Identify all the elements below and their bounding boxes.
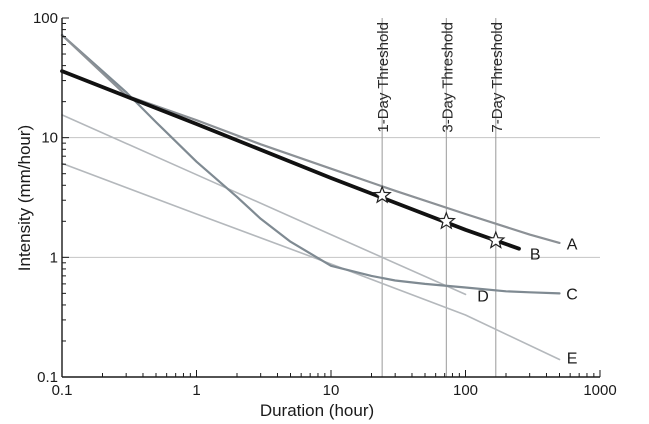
threshold-star-marker	[372, 185, 392, 204]
y-tick-label: 100	[33, 10, 58, 27]
label-layer: 1-Day Threshold 3-Day Threshold 7-Day Thre…	[375, 22, 578, 368]
threshold-star-marker	[436, 211, 457, 230]
x-axis-title: Duration (hour)	[260, 401, 374, 420]
curve-label-c: C	[566, 286, 578, 303]
x-tick-label: 0.1	[52, 382, 73, 399]
threshold-star-marker	[486, 230, 506, 249]
series-c-line	[60, 33, 561, 295]
series-a-line	[60, 33, 561, 244]
x-tick-label: 100	[453, 382, 478, 399]
y-tick-label: 0.1	[37, 369, 58, 386]
threshold-label: 1-Day Threshold	[375, 22, 392, 133]
threshold-label: 3-Day Threshold	[439, 22, 456, 133]
y-axis-title: Intensity (mm/hour)	[15, 125, 34, 271]
grid-layer	[62, 137, 600, 258]
x-tick-label: 1000	[583, 382, 616, 399]
x-tick-label: 10	[323, 382, 340, 399]
series-d-line	[61, 114, 467, 296]
axis-layer: Duration (hour) Intensity (mm/hour) 0.1 1…	[15, 10, 617, 420]
series-b-line	[60, 69, 521, 251]
series-layer	[60, 33, 561, 361]
curve-label-a: A	[567, 237, 578, 254]
curve-label-d: D	[477, 288, 489, 305]
y-tick-label: 1	[50, 249, 58, 266]
threshold-label: 7-Day Threshold	[489, 22, 506, 133]
x-tick-label: 1	[192, 382, 200, 399]
series-e-line	[61, 162, 561, 361]
curve-label-b: B	[530, 246, 541, 263]
marker-layer	[372, 185, 506, 249]
curve-label-e: E	[567, 351, 578, 368]
y-tick-label: 10	[41, 130, 58, 147]
